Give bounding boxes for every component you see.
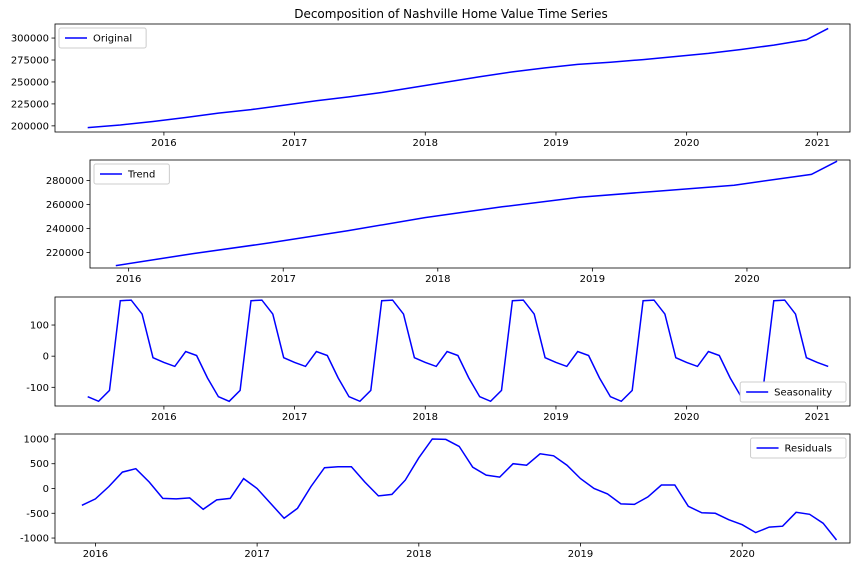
axes-frame-seasonality <box>54 296 851 407</box>
legend-trend: Trend <box>93 163 170 185</box>
ticks-residuals: 2016 2017 2018 2019 2020 -1000 -500 0 500 1000 <box>20 434 755 560</box>
y-tick-label: 300000 <box>11 34 49 45</box>
x-tick-label: 2019 <box>543 412 568 423</box>
y-tick-label: 100 <box>30 321 49 332</box>
panel-trend: 2016 2017 2018 2019 2020 220000 240000 260000 28… <box>46 159 851 285</box>
axes-frame-residuals <box>54 433 851 544</box>
x-tick-label: 2018 <box>425 274 450 285</box>
x-tick-label: 2020 <box>734 274 759 285</box>
y-tick-label: 260000 <box>46 200 84 211</box>
y-tick-label: 240000 <box>46 224 84 235</box>
legend-box-seasonality <box>739 381 847 403</box>
figure-title: Decomposition of Nashville Home Value Ti… <box>294 7 608 21</box>
ticks-trend: 2016 2017 2018 2019 2020 220000 240000 260000 28… <box>46 176 760 285</box>
legend-box-trend <box>93 163 170 185</box>
legend-label-trend: Trend <box>127 170 155 181</box>
legend-label-seasonality: Seasonality <box>774 388 832 399</box>
x-tick-label: 2017 <box>270 274 295 285</box>
x-tick-label: 2019 <box>568 549 593 560</box>
y-tick-label: 220000 <box>46 248 84 259</box>
x-tick-label: 2018 <box>413 138 438 149</box>
x-tick-label: 2017 <box>282 138 307 149</box>
legend-original: Original <box>58 27 147 49</box>
x-tick-label: 2016 <box>83 549 108 560</box>
series-line-trend <box>115 160 838 267</box>
y-tick-label: 250000 <box>11 77 49 88</box>
x-tick-label: 2020 <box>674 138 699 149</box>
x-tick-label: 2016 <box>116 274 141 285</box>
ticks-seasonality: 2016 2017 2018 2019 2020 2021 -100 0 100 <box>26 321 830 423</box>
axes-frame-original <box>54 23 851 133</box>
x-tick-label: 2018 <box>413 412 438 423</box>
x-tick-label: 2017 <box>282 412 307 423</box>
x-tick-label: 2020 <box>674 412 699 423</box>
y-tick-label: 225000 <box>11 99 49 110</box>
y-tick-label: 0 <box>43 352 49 363</box>
legend-box-original <box>58 27 147 49</box>
panel-residuals: 2016 2017 2018 2019 2020 -1000 -500 0 500 1000 Re… <box>20 433 851 560</box>
y-tick-label: 280000 <box>46 176 84 187</box>
x-tick-label: 2020 <box>729 549 754 560</box>
y-tick-label: -500 <box>26 509 49 520</box>
panel-seasonality: 2016 2017 2018 2019 2020 2021 -100 0 100 Seasona… <box>26 296 851 423</box>
x-tick-label: 2021 <box>805 412 830 423</box>
legend-seasonality: Seasonality <box>739 381 847 403</box>
y-tick-label: 0 <box>43 484 49 495</box>
x-tick-label: 2019 <box>580 274 605 285</box>
legend-label-original: Original <box>93 34 132 45</box>
y-tick-label: 500 <box>30 459 49 470</box>
series-line-seasonality <box>87 299 829 403</box>
axes-frame-trend <box>89 159 851 269</box>
ticks-original: 2016 2017 2018 2019 2020 2021 200000 225000 2500… <box>11 34 830 149</box>
x-tick-label: 2021 <box>805 138 830 149</box>
series-line-residuals <box>81 438 838 541</box>
x-tick-label: 2017 <box>244 549 269 560</box>
series-line-original <box>87 27 829 129</box>
y-tick-label: 1000 <box>24 434 49 445</box>
y-tick-label: 275000 <box>11 56 49 67</box>
x-tick-label: 2016 <box>151 412 176 423</box>
legend-box-residuals <box>750 437 847 459</box>
y-tick-label: -100 <box>26 383 49 394</box>
y-tick-label: -1000 <box>20 534 49 545</box>
legend-residuals: Residuals <box>750 437 847 459</box>
panel-original: 2016 2017 2018 2019 2020 2021 200000 225000 2500… <box>11 23 851 149</box>
legend-label-residuals: Residuals <box>785 444 832 455</box>
x-tick-label: 2018 <box>406 549 431 560</box>
y-tick-label: 200000 <box>11 121 49 132</box>
x-tick-label: 2019 <box>543 138 568 149</box>
x-tick-label: 2016 <box>151 138 176 149</box>
